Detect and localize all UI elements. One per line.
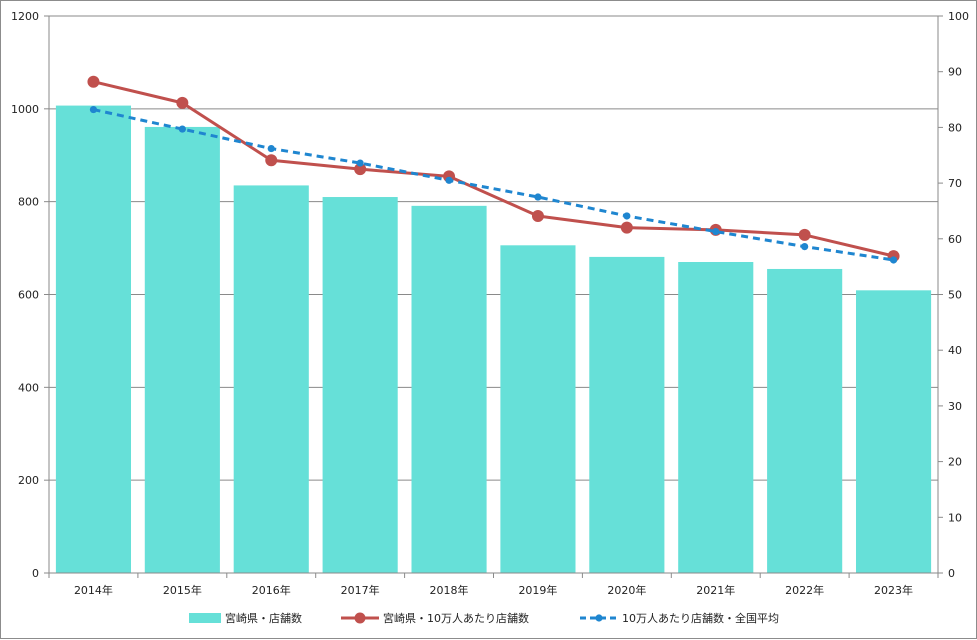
bar <box>322 197 398 573</box>
y-right-tick-label: 30 <box>948 400 962 413</box>
y-left-tick-label: 1200 <box>11 10 39 23</box>
legend-swatch-marker <box>354 612 366 624</box>
legend-swatch-bar <box>189 613 221 623</box>
bar <box>589 256 665 573</box>
x-tick-label: 2021年 <box>696 583 735 597</box>
miyazaki-per-100k-point <box>620 221 633 234</box>
miyazaki-per-100k-point <box>265 154 278 167</box>
miyazaki-per-100k-point <box>87 75 100 88</box>
bar <box>767 268 843 573</box>
y-left-tick-label: 600 <box>18 289 39 302</box>
x-tick-label: 2023年 <box>874 583 913 597</box>
bar <box>233 185 309 573</box>
x-tick-label: 2017年 <box>341 583 380 597</box>
tick-labels: 0 200 400 600 800 1000 1200 0 10 20 30 40 50 60 70 80 90… <box>11 10 969 597</box>
national-average-point <box>534 193 542 201</box>
y-left-tick-label: 0 <box>32 567 39 580</box>
legend-label: 宮崎県・10万人あたり店舗数 <box>383 611 529 625</box>
bar <box>55 105 132 573</box>
national-average-point <box>712 227 720 236</box>
y-right-tick-label: 80 <box>948 121 962 134</box>
national-average-point <box>801 242 809 251</box>
x-tick-label: 2018年 <box>430 583 469 597</box>
legend-label: 10万人あたり店舗数・全国平均 <box>622 611 779 625</box>
miyazaki-per-100k-line <box>93 80 894 258</box>
legend-label: 宮崎県・店舗数 <box>225 611 302 625</box>
national-average-point <box>889 256 898 264</box>
bar <box>678 262 754 573</box>
y-right-tick-label: 90 <box>948 66 962 79</box>
miyazaki-per-100k-point <box>798 228 811 241</box>
national-average-point <box>267 144 275 153</box>
legend-swatch-marker <box>595 614 603 622</box>
y-right-tick-label: 70 <box>948 177 962 190</box>
national-average-point <box>356 159 364 167</box>
y-right-tick-label: 50 <box>948 289 962 302</box>
x-tick-label: 2019年 <box>518 583 557 597</box>
x-tick-label: 2020年 <box>607 583 646 597</box>
y-right-tick-label: 0 <box>948 567 955 580</box>
y-right-tick-label: 40 <box>948 344 962 357</box>
y-left-tick-label: 800 <box>18 196 39 209</box>
national-average-point <box>178 125 186 133</box>
miyazaki-per-100k-point <box>354 163 367 176</box>
y-left-tick-label: 400 <box>18 381 39 394</box>
x-tick-label: 2022年 <box>785 583 824 597</box>
y-left-tick-label: 1000 <box>11 103 39 116</box>
x-tick-label: 2016年 <box>252 583 291 597</box>
national-average-point <box>89 105 98 114</box>
line-series <box>87 75 900 264</box>
bar <box>500 245 576 573</box>
miyazaki-per-100k-point <box>176 96 189 109</box>
national-average-line <box>93 108 894 262</box>
bar <box>411 205 487 573</box>
y-right-tick-label: 60 <box>948 233 962 246</box>
bar-series <box>55 105 932 573</box>
y-right-tick-label: 10 <box>948 511 962 524</box>
y-right-tick-label: 20 <box>948 456 962 469</box>
bar <box>144 126 220 573</box>
legend: 宮崎県・店舗数 宮崎県・10万人あたり店舗数 10万人あたり店舗数・全国平均 <box>189 611 779 625</box>
y-right-tick-label: 100 <box>948 10 969 23</box>
bar <box>855 290 932 573</box>
y-left-tick-label: 200 <box>18 474 39 487</box>
x-tick-label: 2015年 <box>163 583 202 597</box>
national-average-point <box>623 212 631 220</box>
x-tick-label: 2014年 <box>74 583 113 597</box>
miyazaki-per-100k-point <box>531 209 544 222</box>
national-average-point <box>445 176 453 184</box>
axes <box>44 15 943 578</box>
